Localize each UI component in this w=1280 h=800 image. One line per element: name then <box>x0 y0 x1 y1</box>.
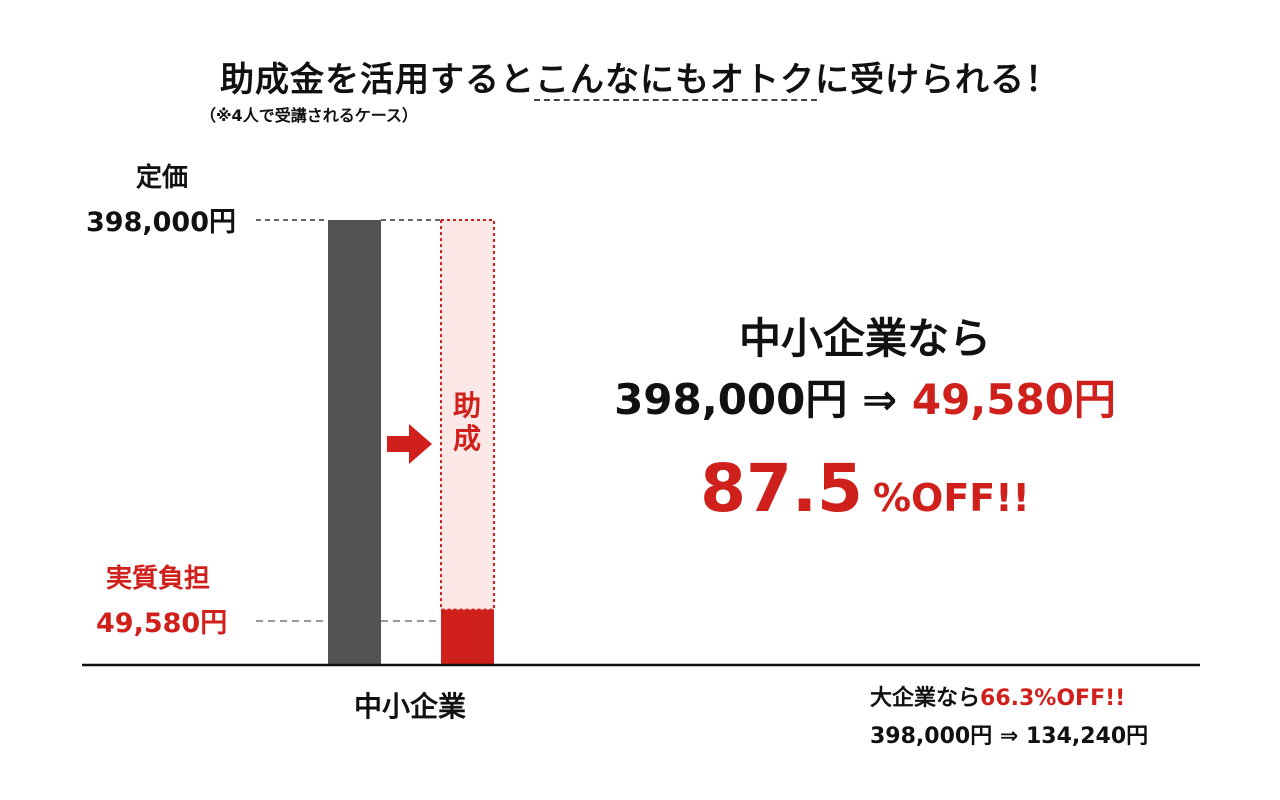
discount-display: 87.5 %OFF!! <box>560 450 1170 527</box>
jisshitsu-value: 49,580円 <box>96 608 228 639</box>
large-corp-prefix: 大企業なら <box>870 686 981 711</box>
bar-list-price <box>328 220 381 665</box>
discount-suffix: %OFF!! <box>872 476 1030 520</box>
bar-subsidy-area <box>440 219 495 611</box>
arrow-right-icon <box>387 424 432 464</box>
discount-number: 87.5 <box>700 450 863 527</box>
summary-headline: 中小企業なら <box>738 314 991 363</box>
price-before: 398,000円 <box>614 375 848 424</box>
arrow-icon: ⇒ <box>862 375 898 424</box>
large-corp-line2: 398,000円 ⇒ 134,240円 <box>870 724 1149 749</box>
price-after: 49,580円 <box>911 375 1116 424</box>
large-corp-discount: 66.3%OFF!! <box>980 686 1126 711</box>
teika-label: 定価 <box>136 163 189 193</box>
large-corp-line1: 大企業なら66.3%OFF!! <box>870 680 1148 718</box>
subsidy-label-1: 助 <box>453 389 481 422</box>
subsidy-label-2: 成 <box>453 422 481 455</box>
teika-value: 398,000円 <box>86 207 236 238</box>
category-label: 中小企業 <box>353 690 466 723</box>
summary-price-line: 398,000円 ⇒ 49,580円 <box>560 366 1170 427</box>
jisshitsu-label: 実質負担 <box>106 564 211 594</box>
title-underline <box>534 99 817 101</box>
page-title: 助成金を活用するとこんなにもオトクに受けられる！ <box>220 60 1060 100</box>
bar-actual-cost <box>441 609 494 665</box>
large-corp-note: 大企業なら66.3%OFF!! 398,000円 ⇒ 134,240円 <box>870 680 1148 756</box>
title-note: （※4人で受講されるケース） <box>200 106 418 125</box>
